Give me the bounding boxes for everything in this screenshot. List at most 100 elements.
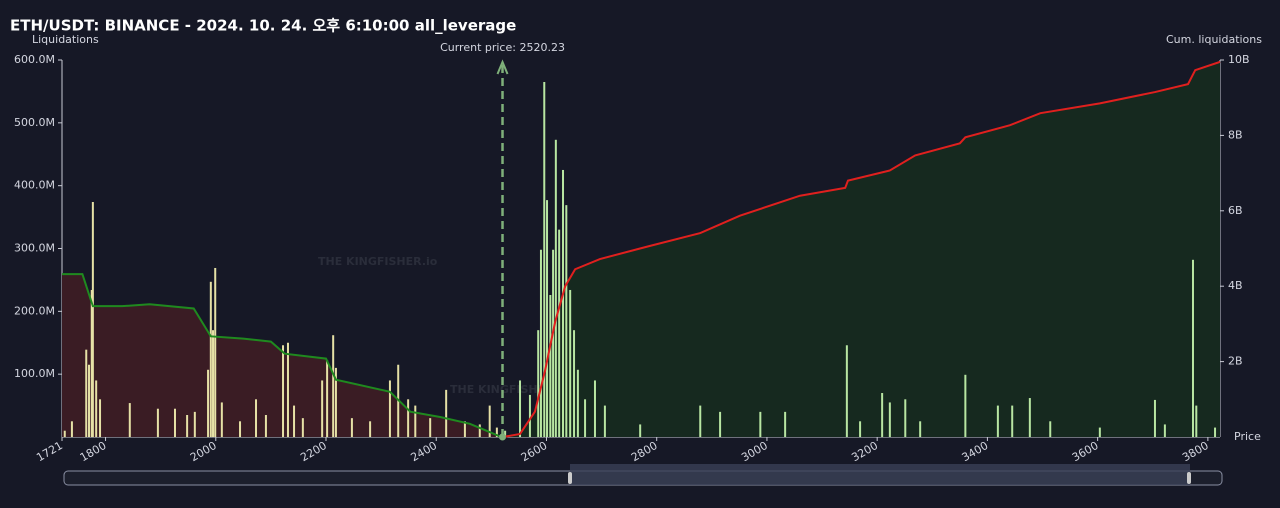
scroll-handle[interactable] [568,472,572,484]
bar [214,267,217,437]
bar [85,349,88,437]
bar [488,405,491,437]
bar [537,330,540,437]
current-price-dot [499,433,507,441]
bar [429,418,432,437]
bar [90,289,93,437]
bar [719,411,722,437]
y2-tick-label: 10B [1228,53,1250,66]
x-tick-label: 3800 [1180,439,1211,464]
bar [546,200,549,437]
bar [569,289,572,437]
bar [1028,398,1031,437]
bar [759,411,762,437]
bar [173,408,176,437]
bar [584,399,587,437]
y-axis-label: Liquidations [32,33,99,46]
bar [549,294,552,437]
bar [543,81,546,437]
y2-axis-label: Cum. liquidations [1166,33,1262,46]
bar [964,374,967,437]
current-price-arrow [496,59,509,75]
bar [301,418,304,437]
watermark: THE KINGFISHER.io [318,255,438,268]
bar [99,399,102,437]
bar [445,389,448,437]
y-tick-label: 400.0M [14,179,55,192]
y2-tick-label: 2B [1228,355,1243,368]
bar [919,421,922,437]
plot-area: Current price: 2520.23 100.0M 200.0M 300.0M… [14,41,1250,464]
bar [1191,259,1194,437]
x-tick-label: 2800 [629,439,660,464]
cum-area [62,274,502,437]
bar [593,380,596,437]
bar [286,342,289,437]
x-tick-label: 2600 [519,439,550,464]
x-tick-label: 1800 [78,439,109,464]
x-tick-label: 3400 [960,439,991,464]
bar [369,421,372,437]
bar [554,139,557,437]
bar [495,427,498,437]
bar [407,399,410,437]
bar [1163,424,1166,437]
bar [881,393,884,437]
bar [186,415,189,437]
bar [996,405,999,437]
cum-line [62,273,502,438]
bar [519,380,522,437]
y-tick-label: 500.0M [14,116,55,129]
bar [573,330,576,437]
bar [1098,427,1101,437]
bar [212,330,215,437]
bar [95,380,98,437]
bar [888,402,891,437]
x-axis-label: Price [1234,430,1261,443]
bar [528,394,531,437]
bar [539,249,542,437]
x-tick-label: 2200 [298,439,329,464]
bar [603,405,606,437]
bar [699,405,702,437]
bar [463,421,466,437]
bar [209,281,212,437]
cum-area [502,61,1221,437]
bar [1153,399,1156,437]
bar [859,421,862,437]
annotation: Current price: 2520.23 [440,41,565,54]
bar [504,430,507,437]
bar [207,369,210,437]
bar [193,411,196,437]
y-tick-label: 200.0M [14,304,55,317]
y-tick-label: 600.0M [14,53,55,66]
x-tick-label: 2000 [188,439,219,464]
bar [552,249,555,437]
scroll-window[interactable] [570,464,1190,485]
bar [321,380,324,437]
bar [88,364,91,437]
bar [576,369,579,437]
bar [388,380,391,437]
scroll-handle[interactable] [1187,472,1191,484]
bar [239,421,242,437]
bar [264,415,267,437]
chart-title: ETH/USDT: BINANCE - 2024. 10. 24. 오후 6:1… [10,17,516,35]
bar [1195,405,1198,437]
y2-tick-label: 4B [1228,279,1243,292]
bar [350,418,353,437]
bar [63,430,66,437]
bar [282,345,285,437]
bar [904,399,907,437]
bar [558,229,561,437]
bar [1011,405,1014,437]
bar [128,403,131,437]
cum-line [502,60,1221,438]
x-tick-label: 3000 [739,439,770,464]
bar [70,421,73,437]
bar [1214,427,1217,437]
x-tick-label: 3600 [1070,439,1101,464]
y2-tick-label: 6B [1228,204,1243,217]
bar [326,360,329,437]
